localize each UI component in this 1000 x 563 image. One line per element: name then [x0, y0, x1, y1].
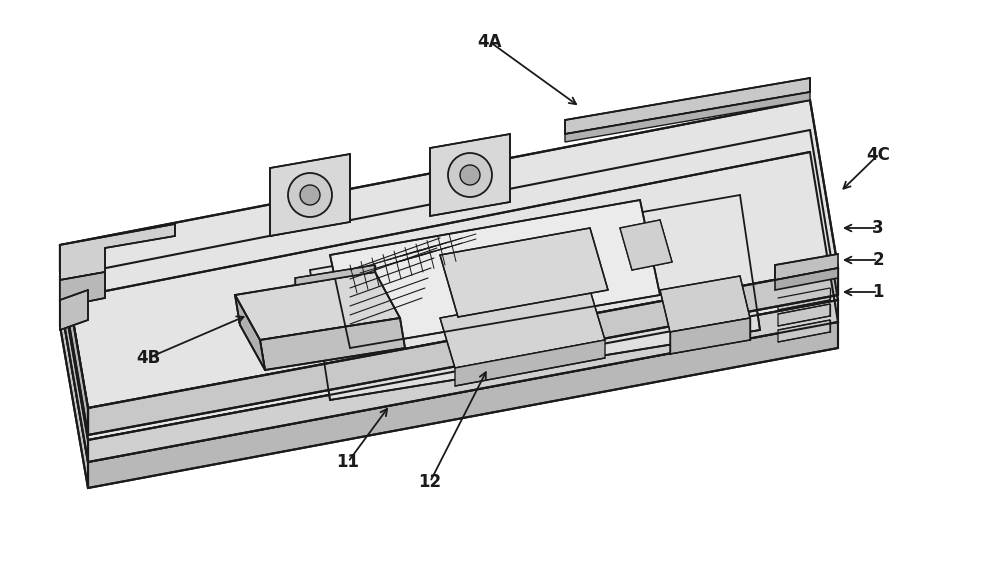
Polygon shape — [440, 228, 608, 317]
Polygon shape — [60, 152, 838, 462]
Polygon shape — [88, 322, 838, 488]
Text: 1: 1 — [872, 283, 884, 301]
Text: 4B: 4B — [136, 349, 160, 367]
Polygon shape — [60, 100, 838, 408]
Polygon shape — [620, 220, 672, 270]
Circle shape — [288, 173, 332, 217]
Text: 4C: 4C — [866, 146, 890, 164]
Polygon shape — [778, 304, 830, 326]
Polygon shape — [455, 340, 605, 386]
Polygon shape — [60, 277, 88, 462]
Polygon shape — [235, 295, 265, 370]
Polygon shape — [778, 320, 830, 342]
Polygon shape — [775, 254, 838, 280]
Circle shape — [448, 153, 492, 197]
Polygon shape — [330, 200, 660, 348]
Text: 12: 12 — [418, 473, 442, 491]
Polygon shape — [778, 288, 830, 310]
Polygon shape — [60, 130, 838, 440]
Polygon shape — [295, 265, 375, 285]
Polygon shape — [88, 268, 838, 435]
Circle shape — [460, 165, 480, 185]
Polygon shape — [660, 276, 750, 332]
Polygon shape — [60, 300, 88, 488]
Polygon shape — [60, 290, 88, 330]
Polygon shape — [310, 195, 760, 400]
Polygon shape — [60, 245, 88, 435]
Text: 4A: 4A — [478, 33, 502, 51]
Polygon shape — [270, 154, 350, 236]
Polygon shape — [235, 272, 400, 340]
Polygon shape — [430, 134, 510, 216]
Polygon shape — [565, 78, 810, 134]
Polygon shape — [775, 268, 838, 290]
Polygon shape — [60, 272, 105, 307]
Polygon shape — [670, 318, 750, 354]
Text: 11: 11 — [336, 453, 360, 471]
Polygon shape — [260, 318, 405, 370]
Polygon shape — [440, 290, 605, 368]
Text: 2: 2 — [872, 251, 884, 269]
Circle shape — [300, 185, 320, 205]
Polygon shape — [88, 300, 838, 462]
Polygon shape — [60, 224, 175, 280]
Polygon shape — [565, 92, 810, 142]
Text: 3: 3 — [872, 219, 884, 237]
